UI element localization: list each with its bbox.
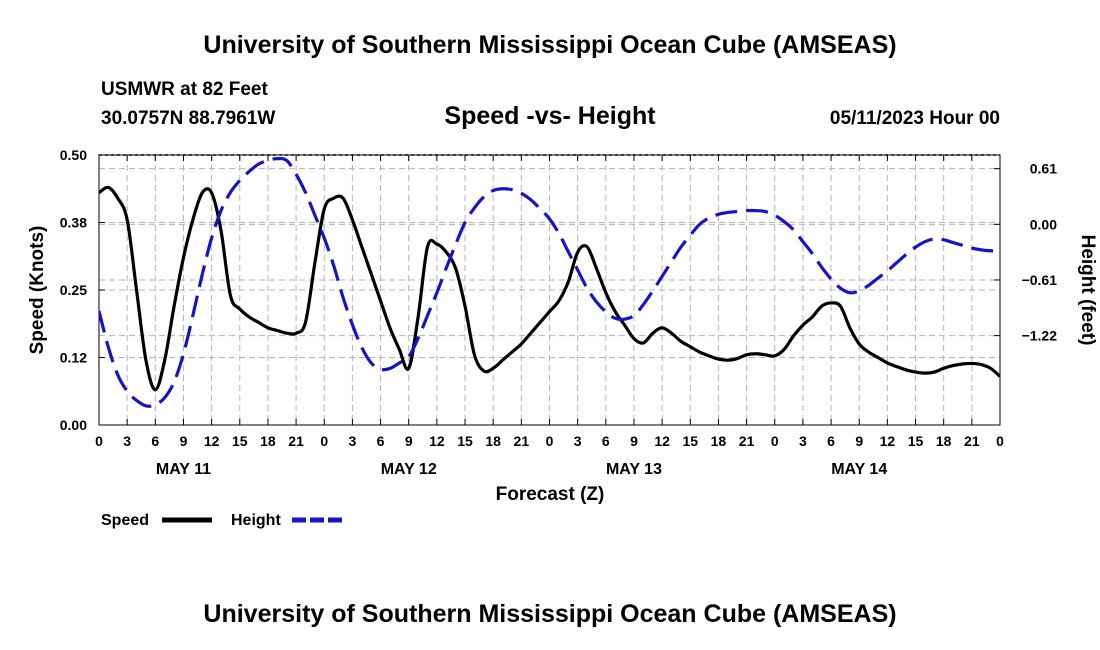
x-tick-label: 15 — [908, 433, 924, 449]
station-label: USMWR at 82 Feet — [101, 79, 268, 100]
x-tick-label: 18 — [260, 433, 276, 449]
x-tick-label: 12 — [654, 433, 670, 449]
y-tick-label: 0.50 — [60, 147, 87, 163]
chart-title: Speed -vs- Height — [444, 102, 656, 130]
series-line-speed — [99, 185, 1000, 392]
x-tick-label: 0 — [546, 433, 554, 449]
legend-label-height: Height — [231, 512, 281, 529]
x-tick-label: 18 — [711, 433, 727, 449]
x-tick-label: 3 — [123, 433, 131, 449]
y-tick-label: 0.00 — [60, 417, 87, 433]
x-tick-label: 3 — [349, 433, 357, 449]
x-tick-label: 15 — [232, 433, 248, 449]
y2-tick-label: 0.00 — [1030, 216, 1057, 232]
footer-title: University of Southern Mississippi Ocean… — [203, 600, 897, 628]
x-day-label: MAY 11 — [156, 461, 211, 478]
x-tick-label: 12 — [204, 433, 220, 449]
page-title: University of Southern Mississippi Ocean… — [203, 31, 897, 59]
x-tick-label: 21 — [739, 433, 755, 449]
x-tick-label: 6 — [602, 433, 610, 449]
x-tick-label: 9 — [630, 433, 638, 449]
y2-tick-label: 0.61 — [1030, 161, 1057, 177]
y2-tick-label: −1.22 — [1022, 328, 1058, 344]
x-tick-label: 0 — [95, 433, 103, 449]
x-tick-label: 21 — [288, 433, 304, 449]
x-tick-label: 15 — [682, 433, 698, 449]
x-tick-label: 18 — [936, 433, 952, 449]
y2-tick-label: −0.61 — [1022, 272, 1058, 288]
x-day-label: MAY 13 — [606, 461, 662, 478]
location-label: 30.0757N 88.7961W — [101, 108, 275, 129]
x-tick-label: 0 — [996, 433, 1004, 449]
x-tick-label: 6 — [377, 433, 385, 449]
series-line-height — [99, 156, 1000, 408]
x-tick-label: 18 — [485, 433, 501, 449]
datetime-label: 05/11/2023 Hour 00 — [830, 108, 1000, 129]
y-tick-label: 0.25 — [60, 282, 87, 298]
x-tick-label: 21 — [964, 433, 980, 449]
x-tick-label: 3 — [574, 433, 582, 449]
x-tick-label: 6 — [151, 433, 159, 449]
x-tick-label: 12 — [880, 433, 896, 449]
x-axis-label: Forecast (Z) — [496, 484, 605, 505]
x-tick-label: 9 — [855, 433, 863, 449]
grid — [99, 155, 1000, 425]
x-tick-label: 6 — [827, 433, 835, 449]
x-day-label: MAY 12 — [381, 461, 437, 478]
y-tick-label: 0.12 — [60, 350, 87, 366]
y2-axis-label: Height (feet) — [1077, 235, 1098, 346]
x-tick-label: 9 — [180, 433, 188, 449]
x-tick-label: 21 — [514, 433, 530, 449]
x-day-label: MAY 14 — [831, 461, 887, 478]
x-tick-label: 12 — [429, 433, 445, 449]
x-tick-label: 0 — [771, 433, 779, 449]
x-tick-label: 0 — [320, 433, 328, 449]
y-axis-label: Speed (Knots) — [27, 226, 48, 355]
legend-label-speed: Speed — [101, 512, 149, 529]
x-tick-label: 9 — [405, 433, 413, 449]
y-tick-label: 0.38 — [60, 215, 87, 231]
x-tick-label: 15 — [457, 433, 473, 449]
x-tick-label: 3 — [799, 433, 807, 449]
